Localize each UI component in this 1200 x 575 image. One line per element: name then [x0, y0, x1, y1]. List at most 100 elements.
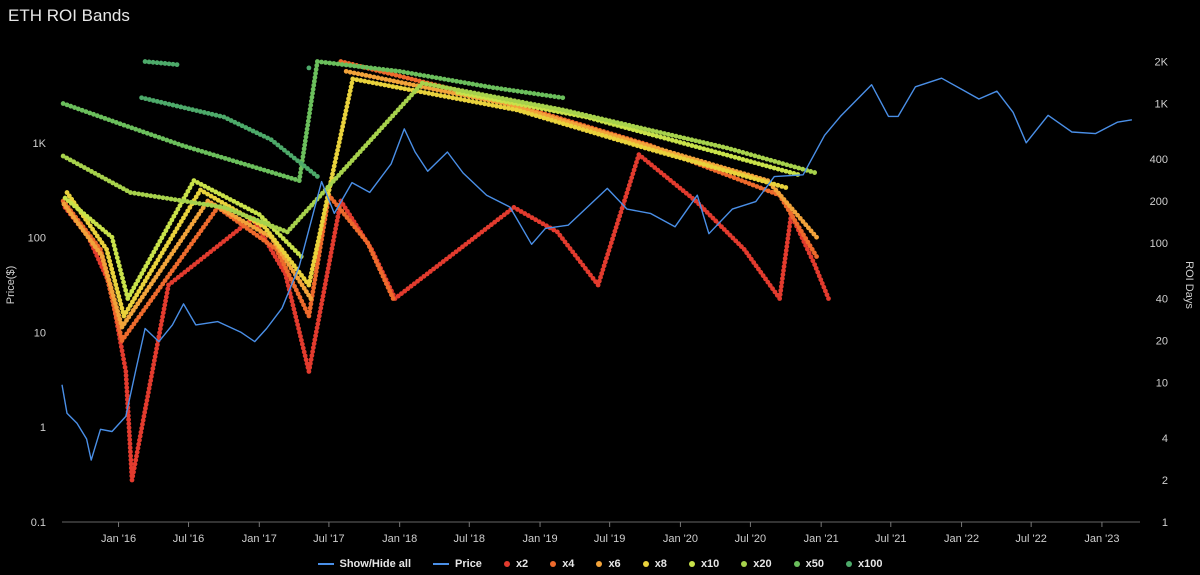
roi-point-x8	[307, 278, 313, 284]
roi-point-x50	[265, 168, 271, 174]
roi-point-x2	[808, 254, 814, 260]
roi-point-x8	[125, 306, 131, 312]
roi-point-x8	[64, 190, 70, 195]
roi-point-x4	[186, 244, 192, 250]
roi-point-x8	[553, 119, 558, 124]
roi-point-x8	[346, 96, 351, 102]
roi-point-x100	[236, 121, 241, 127]
roi-point-x6	[781, 197, 787, 202]
roi-point-x10	[125, 296, 131, 301]
roi-point-x2	[127, 433, 132, 439]
legend-item-x50[interactable]: x50	[793, 558, 824, 570]
roi-point-x10	[740, 157, 746, 162]
roi-point-x8	[394, 84, 400, 90]
roi-point-x50	[413, 71, 419, 77]
roi-point-x8	[426, 90, 432, 96]
legend-item-x2[interactable]: x2	[503, 558, 528, 570]
roi-point-x2	[157, 330, 162, 336]
roi-point-x2	[525, 213, 531, 218]
roi-point-x4	[165, 274, 170, 280]
roi-point-x8	[107, 258, 113, 264]
roi-point-x20	[243, 213, 249, 219]
roi-point-x8	[319, 219, 325, 224]
roi-point-x8	[748, 175, 754, 181]
roi-point-x2	[128, 457, 134, 463]
roi-point-x6	[240, 218, 246, 224]
dot-symbol-icon	[596, 561, 603, 567]
roi-point-x2	[166, 282, 171, 288]
roi-point-x8	[134, 292, 140, 298]
roi-point-x100	[265, 135, 270, 141]
roi-point-x2	[806, 250, 812, 256]
roi-point-x4	[181, 251, 187, 257]
roi-point-x8	[87, 223, 93, 229]
roi-point-x20	[85, 167, 91, 172]
roi-point-x10	[292, 248, 298, 253]
roi-point-x8	[336, 143, 341, 149]
roi-point-x50	[156, 134, 162, 140]
roi-point-x8	[454, 96, 460, 101]
roi-point-x4	[372, 255, 377, 261]
roi-point-x10	[227, 197, 233, 202]
legend-item-x100[interactable]: x100	[846, 558, 883, 570]
roi-point-x50	[261, 167, 267, 173]
roi-point-x2	[323, 277, 329, 283]
roi-point-x8	[132, 296, 137, 301]
roi-point-x10	[642, 130, 648, 136]
roi-point-x2	[813, 265, 819, 271]
legend-item-x6[interactable]: x6	[596, 558, 621, 570]
roi-point-x20	[106, 178, 112, 184]
roi-point-x50	[393, 68, 398, 74]
roi-point-x2	[812, 262, 818, 268]
roi-point-x4	[172, 264, 178, 270]
legend-item-x20[interactable]: x20	[741, 558, 772, 570]
roi-point-x20	[665, 131, 671, 137]
roi-point-x8	[343, 108, 349, 114]
roi-point-x6	[379, 76, 385, 81]
roi-point-x10	[133, 281, 139, 287]
roi-point-x20	[736, 148, 742, 154]
roi-point-x2	[815, 269, 821, 275]
roi-point-x50	[246, 163, 252, 168]
roi-point-x2	[536, 219, 542, 225]
roi-point-x100	[146, 59, 152, 65]
roi-point-x2	[140, 421, 145, 427]
roi-point-x2	[129, 477, 135, 483]
roi-point-x20	[756, 154, 762, 160]
roi-point-x10	[760, 162, 765, 168]
roi-point-x20	[536, 102, 542, 108]
roi-point-x100	[298, 160, 304, 166]
roi-point-x8	[308, 274, 313, 280]
roi-point-x2	[784, 240, 790, 245]
roi-point-x4	[803, 236, 809, 241]
roi-point-x10	[658, 134, 663, 140]
roi-point-x2	[818, 277, 824, 283]
roi-point-x20	[172, 197, 178, 203]
roi-point-x6	[347, 69, 353, 75]
roi-point-x8	[342, 112, 348, 118]
legend-item-x4[interactable]: x4	[550, 558, 574, 570]
roi-point-x2	[826, 296, 831, 301]
roi-point-x2	[148, 374, 154, 379]
roi-point-x2	[780, 272, 786, 277]
roi-point-x50	[335, 61, 341, 67]
roi-point-x4	[160, 281, 166, 287]
roi-point-x50	[535, 91, 541, 97]
legend-item-price[interactable]: Price	[433, 558, 482, 570]
roi-point-x8	[111, 274, 117, 280]
roi-point-x10	[209, 187, 215, 193]
roi-point-x4	[746, 181, 752, 186]
y-right-tick-label: 40	[1156, 294, 1168, 306]
roi-point-x4	[368, 248, 374, 253]
roi-point-x100	[205, 110, 211, 116]
roi-point-x50	[238, 160, 244, 166]
legend-item-x10[interactable]: x10	[688, 558, 719, 570]
legend-item-x8[interactable]: x8	[642, 558, 667, 570]
roi-band-x20	[60, 80, 818, 235]
chart-title: ETH ROI Bands	[8, 6, 130, 25]
roi-point-x4	[210, 211, 216, 217]
legend-item-all[interactable]: Show/Hide all	[317, 558, 411, 570]
roi-point-x10	[732, 154, 738, 160]
roi-point-x50	[466, 80, 472, 86]
roi-point-x2	[234, 228, 239, 234]
